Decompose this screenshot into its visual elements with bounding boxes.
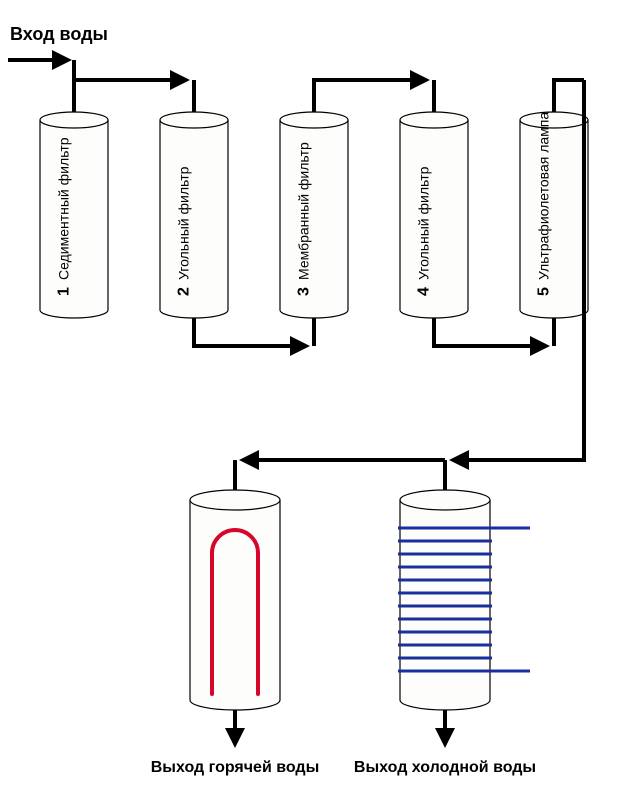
svg-text:1: 1 <box>56 287 73 296</box>
svg-text:Угольный фильтр: Угольный фильтр <box>416 166 432 280</box>
svg-text:4: 4 <box>416 287 433 296</box>
filter-1: 1 Седиментный фильтр <box>56 137 73 296</box>
svg-text:Угольный фильтр: Угольный фильтр <box>176 166 192 280</box>
svg-text:Ультрафиолетовая лампа: Ультрафиолетовая лампа <box>536 112 552 280</box>
filter-2: 2 Угольный фильтр <box>176 166 193 296</box>
water-treatment-diagram: Вход воды 1 Седиментный фильтр 2 Угольный фи… <box>0 0 623 801</box>
filter-4: 4 Угольный фильтр <box>416 166 433 296</box>
filter-3: 3 Мембранный фильтр <box>296 142 313 296</box>
input-label: Вход воды <box>10 24 108 44</box>
svg-text:3: 3 <box>296 287 313 296</box>
svg-text:5: 5 <box>536 287 553 296</box>
filter-5: 5 Ультрафиолетовая лампа <box>536 112 553 296</box>
svg-text:Мембранный фильтр: Мембранный фильтр <box>296 142 312 280</box>
svg-text:Седиментный фильтр: Седиментный фильтр <box>56 137 72 280</box>
hot-output-label: Выход горячей воды <box>151 759 319 776</box>
cold-output-label: Выход холодной воды <box>354 759 536 776</box>
svg-text:2: 2 <box>176 287 193 296</box>
